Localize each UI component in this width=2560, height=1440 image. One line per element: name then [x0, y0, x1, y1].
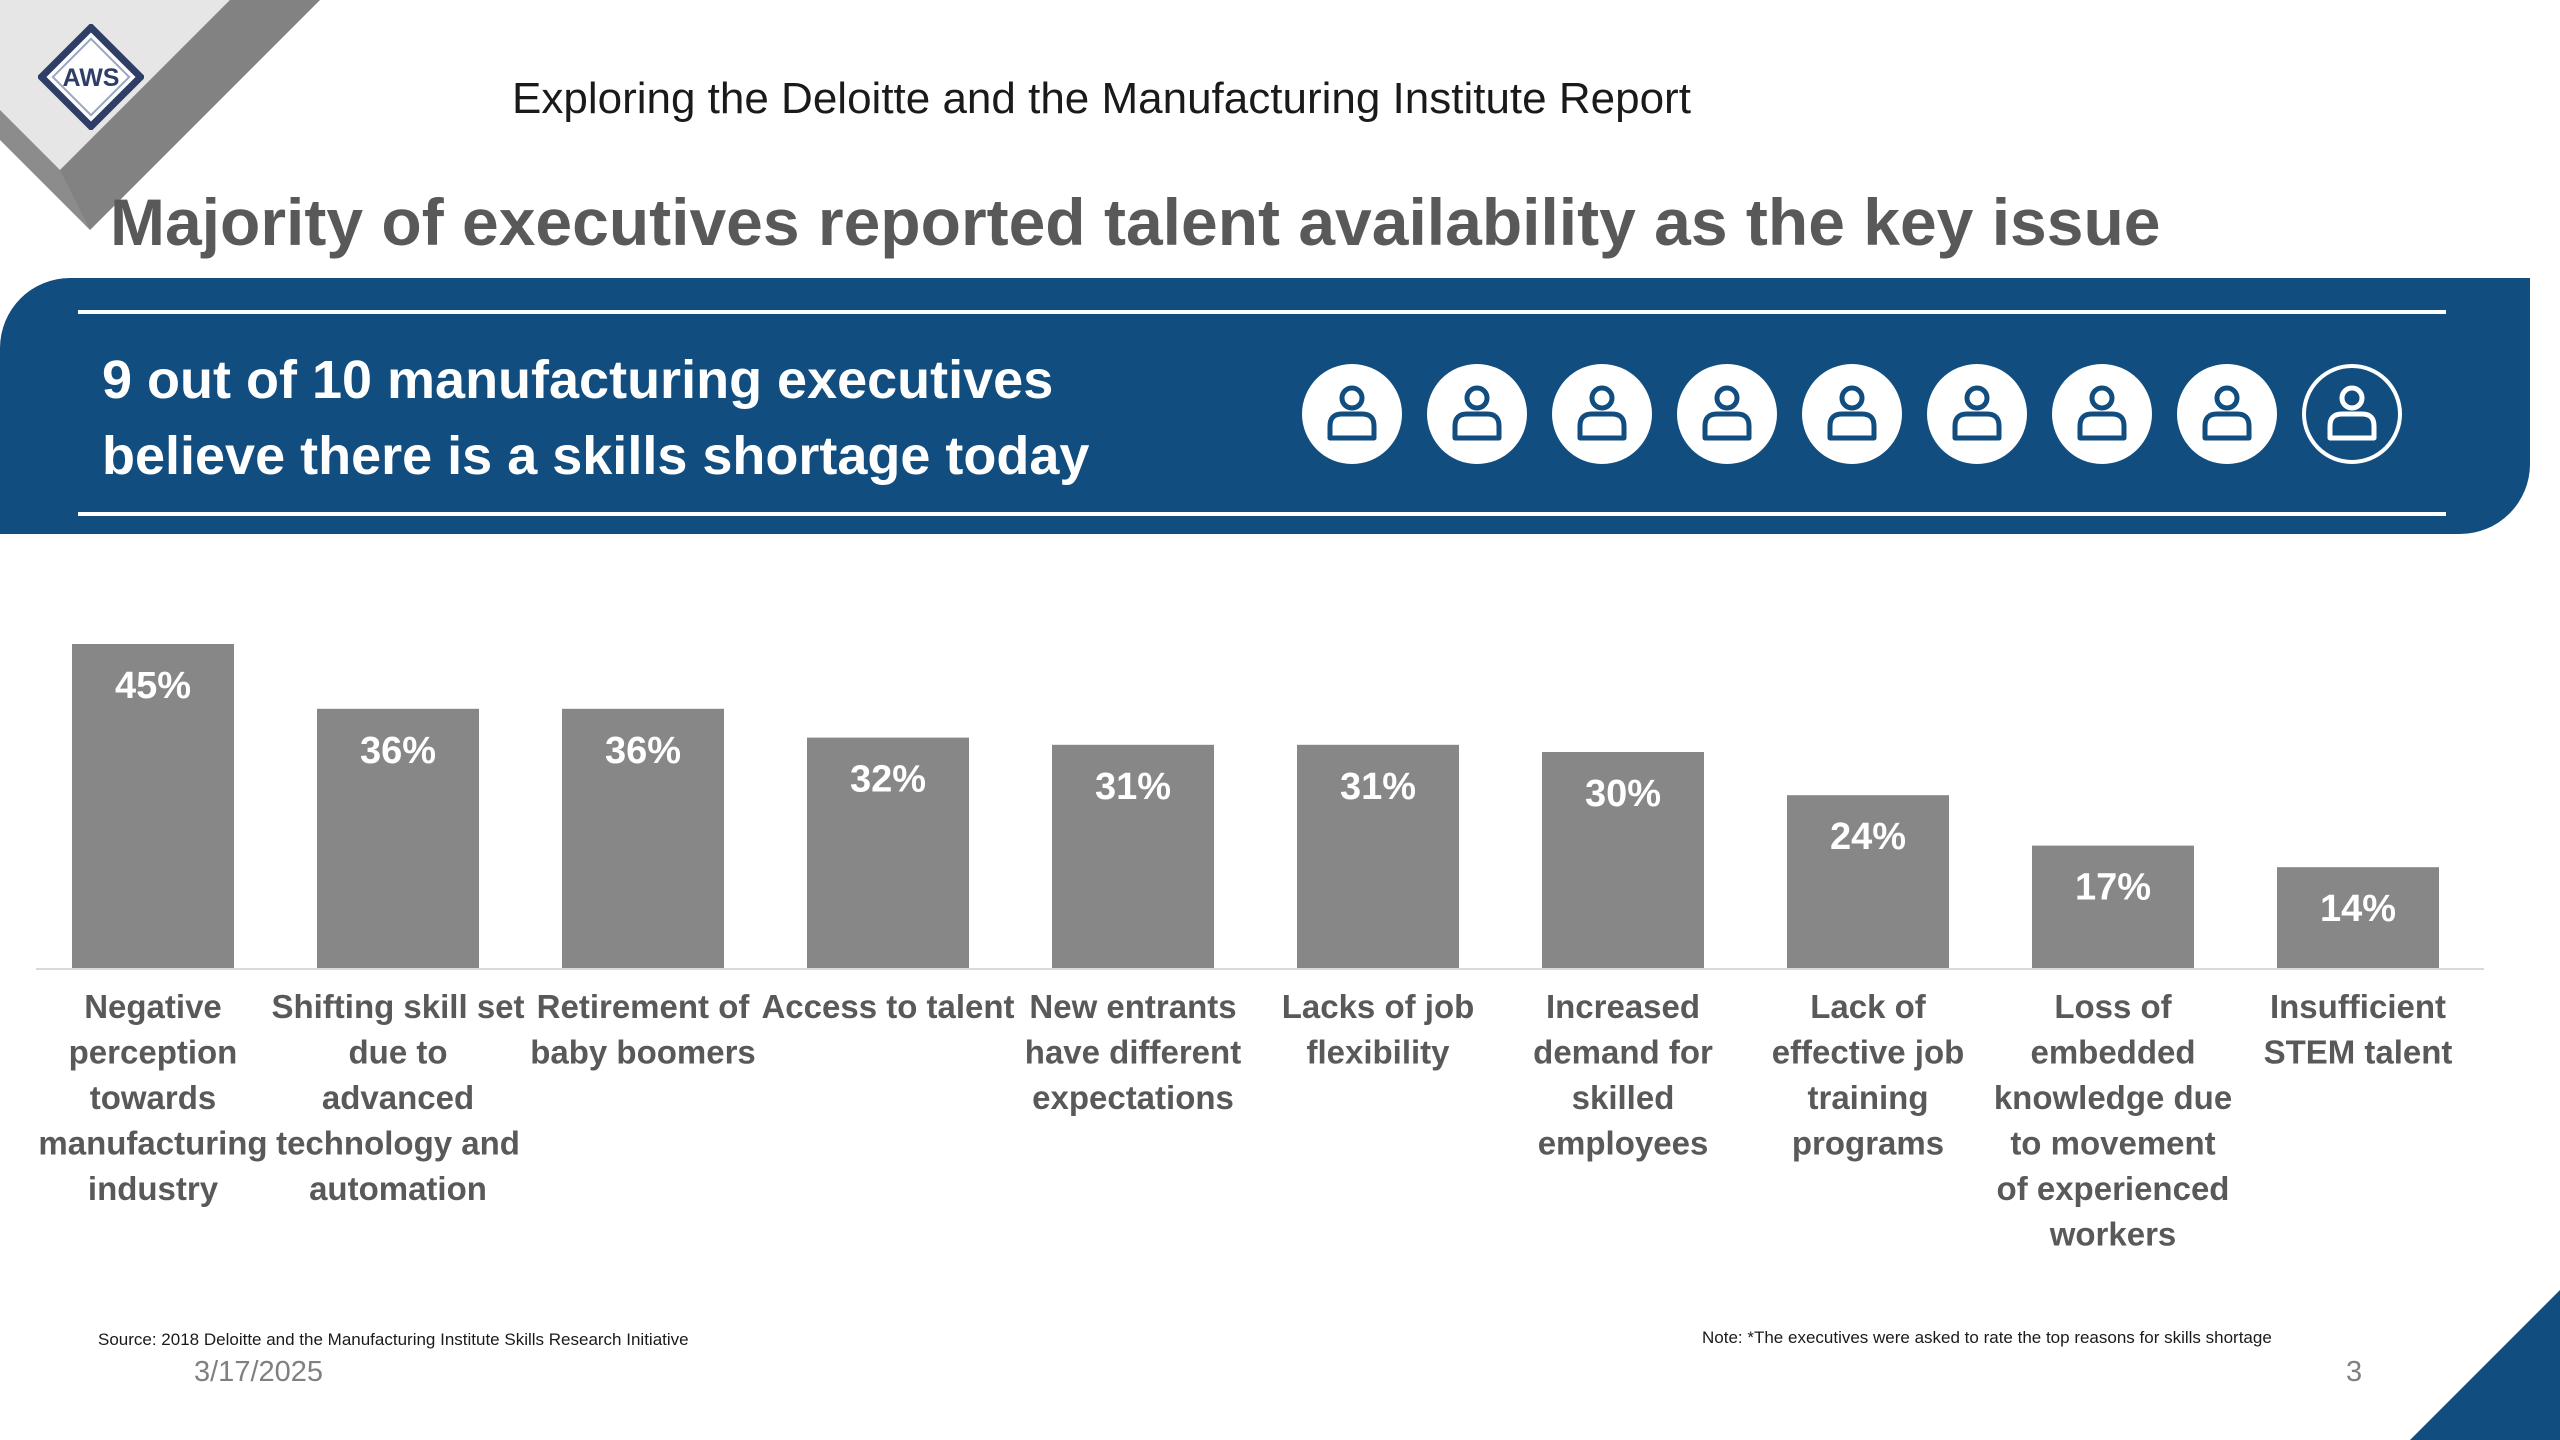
bar [2032, 845, 2194, 968]
category-label-line: have different [1025, 1034, 1241, 1071]
category-label-line: advanced [322, 1079, 474, 1116]
bar-value-label: 32% [850, 759, 926, 801]
category-label: Insufficient STEM talent [2264, 988, 2453, 1071]
category-label-line: embedded [2030, 1034, 2195, 1071]
category-label-line: New entrants [1029, 988, 1236, 1025]
category-label-line: manufacturing [38, 1125, 267, 1162]
person-icon [1552, 364, 1652, 464]
category-label-line: knowledge due [1994, 1079, 2232, 1116]
category-label-line: STEM talent [2264, 1034, 2453, 1071]
person-icon [1302, 364, 1402, 464]
category-label: Lack of effective job training programs [1772, 988, 1965, 1162]
category-label-line: Increased [1546, 988, 1700, 1025]
bar-value-label: 14% [2320, 888, 2396, 930]
category-label-line: towards [90, 1079, 217, 1116]
category-label: Retirement of baby boomers [530, 988, 756, 1071]
category-label: Increased demand for skilled employees [1533, 988, 1713, 1162]
category-label-line: technology and [276, 1125, 520, 1162]
category-label-line: demand for [1533, 1034, 1713, 1071]
category-label: Loss of embedded knowledge due to movement o… [1994, 988, 2232, 1253]
category-label-line: effective job [1772, 1034, 1965, 1071]
category-label-line: skilled [1572, 1079, 1675, 1116]
category-label-line: expectations [1032, 1079, 1234, 1116]
executive-note: Note: *The executives were asked to rate… [1702, 1328, 2272, 1347]
banner-line-1: 9 out of 10 manufacturing executives [102, 350, 1054, 410]
page-title: Majority of executives reported talent a… [110, 185, 2161, 259]
bar-chart: 45% Negative perception towards manufacturin… [36, 644, 2484, 1253]
bar-value-label: 31% [1340, 766, 1416, 808]
bar-value-label: 24% [1830, 816, 1906, 858]
bar [562, 708, 724, 968]
bar-value-label: 30% [1585, 773, 1661, 815]
category-label-line: training [1808, 1079, 1929, 1116]
bar-value-label: 17% [2075, 867, 2151, 909]
category-label-line: employees [1538, 1125, 1709, 1162]
bar [1787, 795, 1949, 968]
banner-rule-top [78, 310, 2446, 314]
banner-line-2: believe there is a skills shortage today [102, 426, 1090, 486]
bar-value-label: 36% [605, 730, 681, 772]
people-icon-row [1300, 362, 2410, 468]
category-label-line: to movement [2010, 1125, 2215, 1162]
category-label: Shifting skill set due to advanced technolo… [271, 988, 524, 1207]
bar [2277, 867, 2439, 968]
banner-rule-bottom [78, 512, 2446, 516]
category-label-line: Insufficient [2270, 988, 2446, 1025]
page-number: 3 [2346, 1356, 2363, 1388]
category-label-line: Loss of [2054, 988, 2172, 1025]
person-icon [2052, 364, 2152, 464]
category-label: Lacks of job flexibility [1282, 988, 1475, 1071]
category-label-line: Lacks of job [1282, 988, 1475, 1025]
category-label-line: baby boomers [530, 1034, 756, 1071]
bar [72, 644, 234, 968]
category-label-line: automation [309, 1170, 487, 1207]
category-label-line: Lack of [1810, 988, 1927, 1025]
category-label-line: of experienced [1997, 1170, 2230, 1207]
person-icon [2177, 364, 2277, 464]
category-label: Access to talent [761, 988, 1014, 1025]
category-label-line: perception [69, 1034, 238, 1071]
bar [807, 737, 969, 968]
category-label-line: due to [349, 1034, 448, 1071]
stat-banner: 9 out of 10 manufacturing executives bel… [0, 278, 2530, 534]
category-label-line: Retirement of [537, 988, 751, 1025]
banner-statement: 9 out of 10 manufacturing executives bel… [102, 342, 1089, 494]
person-icon [1802, 364, 1902, 464]
corner-decoration-bottom [2410, 1290, 2560, 1440]
person-icon [2302, 364, 2402, 464]
bar [1542, 752, 1704, 968]
category-label: Negative perception towards manufacturing in… [38, 988, 267, 1207]
source-note: Source: 2018 Deloitte and the Manufactur… [98, 1330, 689, 1349]
person-icon [1927, 364, 2027, 464]
category-label-line: Negative [84, 988, 222, 1025]
category-label-line: flexibility [1306, 1034, 1450, 1071]
bar-value-label: 45% [115, 665, 191, 707]
category-label-line: Access to talent [761, 988, 1014, 1025]
logo-text: AWS [63, 64, 120, 92]
report-subtitle: Exploring the Deloitte and the Manufactu… [512, 74, 1691, 123]
footer-date: 3/17/2025 [194, 1356, 324, 1388]
person-icon [1677, 364, 1777, 464]
aws-logo: AWS [38, 24, 144, 130]
category-label-line: programs [1792, 1125, 1944, 1162]
person-icon [1427, 364, 1527, 464]
category-label-line: workers [2049, 1216, 2177, 1253]
bar [317, 708, 479, 968]
category-label-line: industry [88, 1170, 219, 1207]
bar [1297, 744, 1459, 968]
bar-value-label: 36% [360, 730, 436, 772]
category-label-line: Shifting skill set [271, 988, 524, 1025]
category-label: New entrants have different expectations [1025, 988, 1241, 1116]
bar-value-label: 31% [1095, 766, 1171, 808]
bar [1052, 744, 1214, 968]
